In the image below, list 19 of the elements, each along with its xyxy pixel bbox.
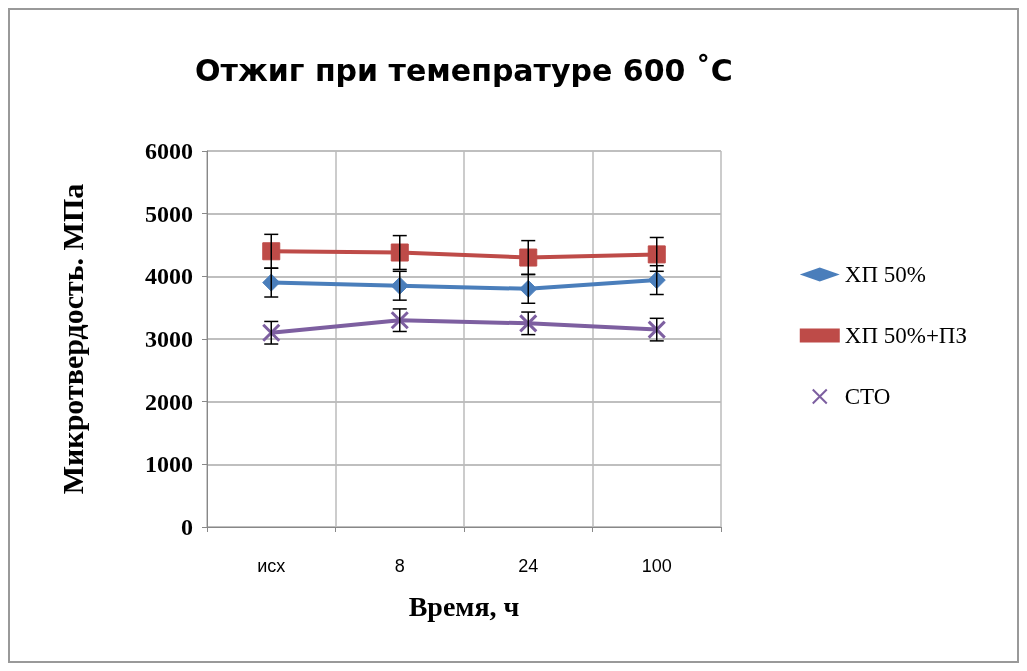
y-tick-label: 0 [181,514,193,540]
y-tick-label: 1000 [145,451,193,478]
legend-label: ХП 50% [844,262,926,287]
x-tick-label: исх [257,556,286,576]
y-tick-label: 6000 [145,138,193,164]
chart-title: Отжиг при темепратуре 600 ˚C [195,52,733,88]
x-tick-label: 100 [641,556,672,576]
x-axis-title: Время, ч [408,590,520,622]
y-axis-title: Микротвердость. МПа [55,183,89,495]
point [519,248,538,267]
x-tick-label: 24 [518,556,539,576]
y-tick-label: 5000 [145,200,193,227]
y-tick-label: 2000 [145,388,193,415]
y-tick-label: 3000 [145,326,193,352]
point [262,242,281,261]
y-tick-label: 4000 [145,263,193,290]
x-tick-label: 8 [394,556,405,576]
legend-label: СТО [844,384,891,409]
legend-label: ХП 50%+ПЗ [844,323,967,348]
